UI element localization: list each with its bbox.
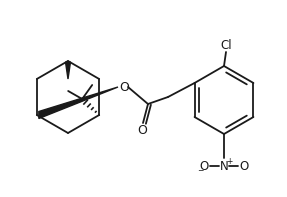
- Text: O: O: [199, 160, 209, 173]
- Polygon shape: [39, 87, 118, 119]
- Text: −: −: [197, 166, 203, 176]
- Text: N: N: [220, 160, 228, 173]
- Text: O: O: [119, 81, 129, 94]
- Text: Cl: Cl: [220, 38, 232, 51]
- Text: +: +: [226, 157, 232, 166]
- Text: O: O: [137, 124, 147, 137]
- Polygon shape: [65, 62, 71, 79]
- Text: O: O: [239, 160, 249, 173]
